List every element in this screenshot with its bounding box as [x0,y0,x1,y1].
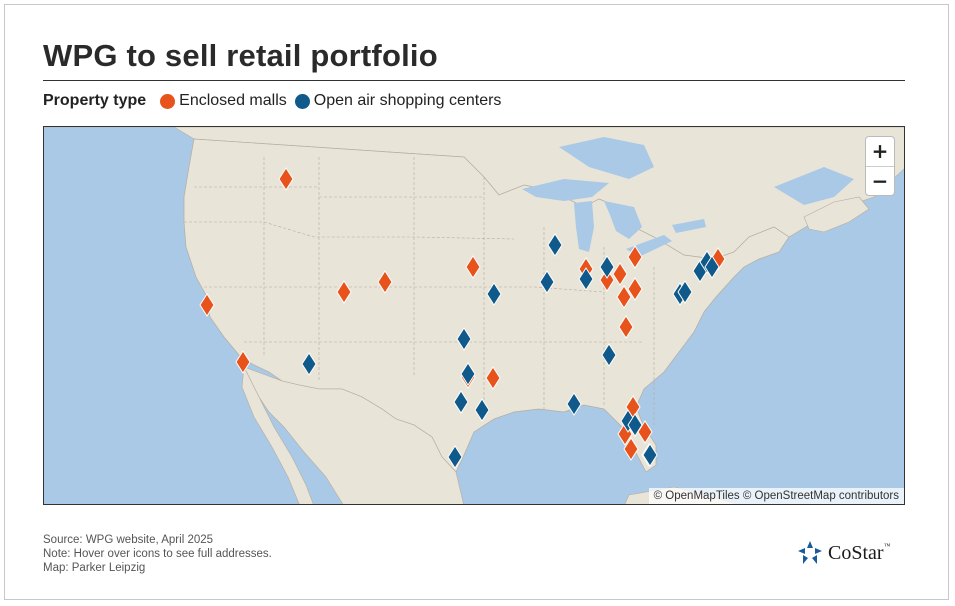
open-air-center-marker[interactable] [578,267,594,291]
lake-huron [604,201,642,239]
legend-item-enclosed-malls: Enclosed malls [160,92,287,110]
costar-wordmark: CoStar™ [828,541,891,564]
property-markers[interactable] [199,167,726,469]
enclosed-mall-marker[interactable] [199,293,215,317]
map-attribution[interactable]: © OpenMapTiles © OpenStreetMap contribut… [648,488,904,504]
open-air-center-marker[interactable] [566,392,582,416]
enclosed-mall-marker[interactable] [618,315,634,339]
zoom-control: + − [865,136,895,196]
open-air-center-marker[interactable] [677,280,693,304]
enclosed-mall-marker[interactable] [336,280,352,304]
enclosed-mall-marker[interactable] [627,277,643,301]
state-borders [184,157,655,427]
open-air-center-marker[interactable] [474,398,490,422]
map-canvas[interactable] [44,127,905,505]
open-air-center-marker[interactable] [642,443,658,467]
zoom-in-button[interactable]: + [866,137,894,167]
footer-notes: Source: WPG website, April 2025 Note: Ho… [43,533,272,575]
costar-logo: CoStar™ [797,540,890,566]
enclosed-mall-marker[interactable] [235,350,251,374]
page-title: WPG to sell retail portfolio [43,38,438,73]
legend-label: Open air shopping centers [313,92,502,109]
hover-note: Note: Hover over icons to see full addre… [43,548,272,560]
enclosed-mall-marker[interactable] [465,255,481,279]
credit-note: Map: Parker Leipzig [43,562,146,574]
maritimes-landmass [803,196,870,233]
enclosed-mall-marker[interactable] [485,366,501,390]
legend-item-open-air: Open air shopping centers [294,92,502,110]
open-air-center-marker[interactable] [460,362,476,386]
enclosed-mall-marker[interactable] [278,167,294,191]
mexico-landmass [243,366,464,504]
lake-superior [522,179,609,201]
legend-title: Property type [43,92,147,109]
open-air-center-marker[interactable] [704,255,720,279]
legend-dot-mall [160,93,176,109]
source-note: Source: WPG website, April 2025 [43,534,214,546]
open-air-center-marker[interactable] [456,327,472,351]
open-air-center-marker[interactable] [627,413,643,437]
open-air-center-marker[interactable] [601,343,617,367]
enclosed-mall-marker[interactable] [616,285,632,309]
map[interactable]: + − © OpenMapTiles © OpenStreetMap contr… [43,126,905,505]
lake-ontario [672,219,706,233]
enclosed-mall-marker[interactable] [623,437,639,461]
gulf-st-lawrence [774,167,854,205]
open-air-center-marker[interactable] [599,255,615,279]
zoom-out-button[interactable]: − [871,169,889,193]
hudson-bay-water [559,137,654,179]
open-air-center-marker[interactable] [453,390,469,414]
lake-michigan [574,201,594,252]
enclosed-mall-marker[interactable] [599,268,615,292]
costar-star-icon [798,541,822,564]
title-divider [43,80,905,81]
legend-dot-openair [294,93,310,109]
open-air-center-marker[interactable] [486,282,502,306]
open-air-center-marker[interactable] [301,352,317,376]
open-air-center-marker[interactable] [539,270,555,294]
legend-label: Enclosed malls [179,92,287,109]
open-air-center-marker[interactable] [547,233,563,257]
enclosed-mall-marker[interactable] [627,245,643,269]
baja-landmass [241,365,314,504]
enclosed-mall-marker[interactable] [612,262,628,286]
open-air-center-marker[interactable] [447,445,463,469]
legend: Property type Enclosed malls Open air sh… [43,92,509,110]
enclosed-mall-marker[interactable] [377,270,393,294]
